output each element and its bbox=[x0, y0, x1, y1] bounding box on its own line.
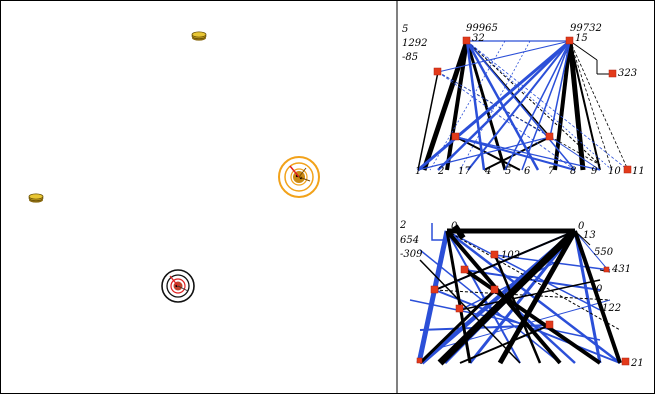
graph-bottom-node bbox=[416, 357, 423, 364]
graph-top-node bbox=[451, 132, 460, 141]
graph-bottom-stat-3: -309 bbox=[400, 249, 423, 260]
graph-top-node-label: 4 bbox=[484, 166, 491, 177]
graph-top-node-label: 15 bbox=[575, 33, 588, 44]
graph-top-node-label: 7 bbox=[548, 166, 555, 177]
coin-icon-left[interactable] bbox=[28, 193, 44, 203]
graph-top-header-1: 99965 bbox=[466, 23, 498, 34]
graph-bottom-node-label: 102 bbox=[501, 250, 520, 261]
graph-bottom-node bbox=[545, 320, 554, 329]
graph-top-node bbox=[623, 165, 632, 174]
graph-top-node-label: 10 bbox=[608, 166, 621, 177]
graph-top-edges bbox=[417, 39, 629, 172]
graph-bottom-node bbox=[490, 250, 499, 259]
graph-top-node bbox=[565, 36, 574, 45]
graph-top-header-2: 99732 bbox=[570, 23, 602, 34]
graph-bottom-edges bbox=[409, 223, 622, 366]
graph-top-stat-2: 1292 bbox=[402, 38, 427, 49]
graph-bottom-header-1: 0 bbox=[451, 221, 458, 232]
creature-dark-icon[interactable] bbox=[161, 269, 195, 303]
arena-panel bbox=[28, 31, 320, 303]
graph-bottom-node-label: 122 bbox=[602, 303, 621, 314]
graph-bottom-header-2: 0 bbox=[578, 221, 585, 232]
graph-top-node bbox=[433, 67, 442, 76]
graph-bottom-node bbox=[490, 285, 499, 294]
graph-bottom-node-label: 431 bbox=[611, 264, 631, 275]
graph-bottom-node-label: 550 bbox=[594, 247, 614, 258]
graph-bottom-node bbox=[621, 357, 630, 366]
graph-bottom-stat-2: 654 bbox=[400, 235, 419, 246]
graph-top-node-label: 6 bbox=[524, 166, 531, 177]
graph-top-node bbox=[545, 132, 554, 141]
graph-bottom-node-label: 0 bbox=[596, 284, 603, 295]
graph-top-node bbox=[608, 69, 617, 78]
graph-top-node-label: 1 bbox=[415, 166, 421, 177]
graph-top-node-label: 17 bbox=[458, 166, 471, 177]
graph-bottom-node bbox=[455, 304, 464, 313]
graph-top-stat-1: 5 bbox=[402, 24, 408, 35]
coin-icon-top[interactable] bbox=[191, 31, 207, 41]
graph-top-stat-3: -85 bbox=[402, 52, 418, 63]
graph-top-node-label: 8 bbox=[570, 166, 576, 177]
graph-bottom-node bbox=[460, 265, 469, 274]
graph-top-node-label: 5 bbox=[505, 166, 511, 177]
network-graph-top: 5 1292 -85 99965 99732 32 15 323 1 2 17 … bbox=[402, 23, 645, 177]
graph-top-node-label: 323 bbox=[618, 68, 637, 79]
graph-bottom-node-label: 21 bbox=[630, 358, 644, 369]
graph-top-node-label: 32 bbox=[472, 33, 485, 44]
graph-bottom-node bbox=[430, 285, 439, 294]
graph-top-node-label: 11 bbox=[632, 166, 645, 177]
network-graph-bottom: 2 654 -309 0 0 13 102 550 431 0 122 21 bbox=[399, 220, 644, 369]
graph-bottom-node bbox=[603, 266, 610, 273]
graph-top-node-label: 2 bbox=[437, 166, 444, 177]
graph-top-node-label: 9 bbox=[591, 166, 598, 177]
graph-bottom-stat-1: 2 bbox=[399, 220, 406, 231]
graph-bottom-node-label: 13 bbox=[583, 230, 596, 241]
graph-top-node bbox=[462, 36, 471, 45]
creature-orange-icon[interactable] bbox=[278, 156, 320, 198]
